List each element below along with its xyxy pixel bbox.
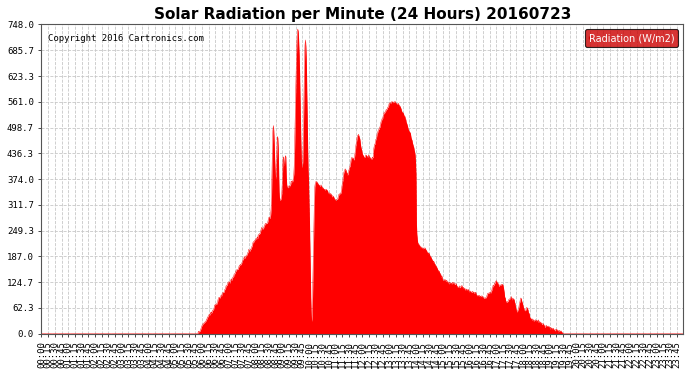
- Title: Solar Radiation per Minute (24 Hours) 20160723: Solar Radiation per Minute (24 Hours) 20…: [154, 7, 571, 22]
- Legend: Radiation (W/m2): Radiation (W/m2): [585, 29, 678, 47]
- Text: Copyright 2016 Cartronics.com: Copyright 2016 Cartronics.com: [48, 34, 204, 43]
